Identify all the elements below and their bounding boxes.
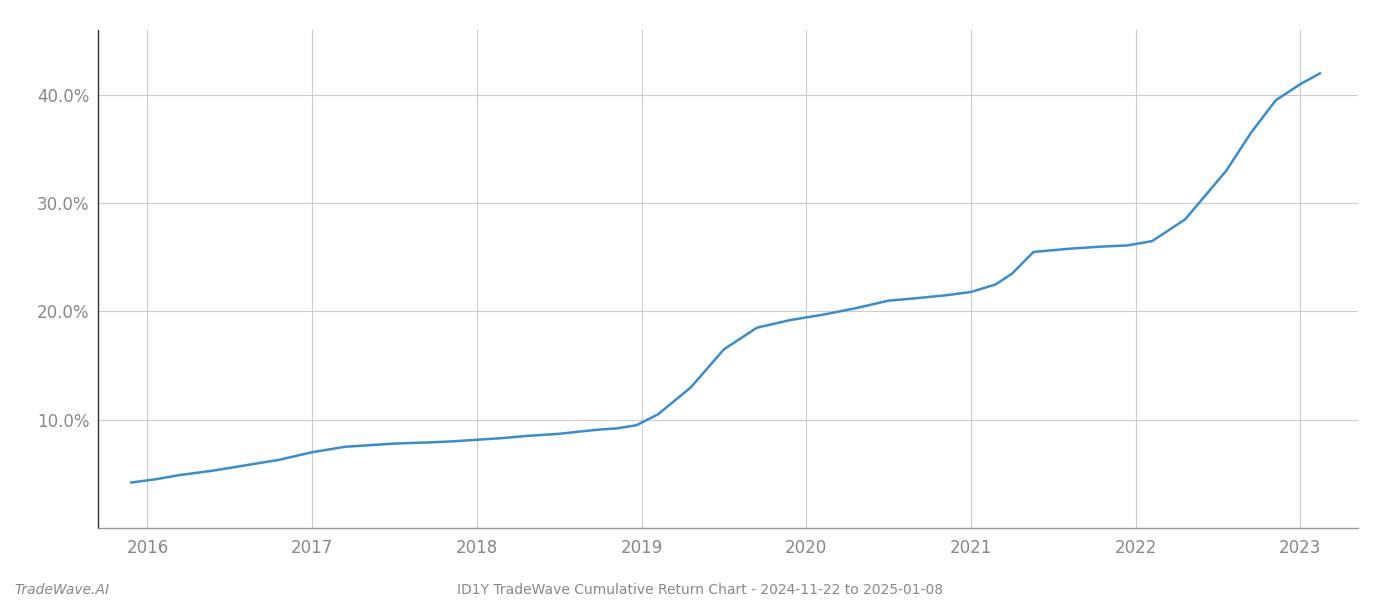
Text: ID1Y TradeWave Cumulative Return Chart - 2024-11-22 to 2025-01-08: ID1Y TradeWave Cumulative Return Chart -…	[456, 583, 944, 597]
Text: TradeWave.AI: TradeWave.AI	[14, 583, 109, 597]
